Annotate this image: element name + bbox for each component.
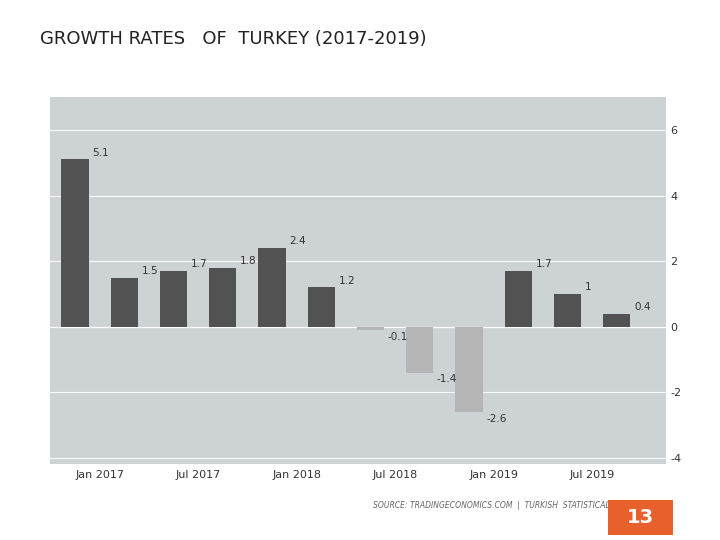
Text: 0.4: 0.4: [634, 302, 650, 312]
Bar: [456, 327, 482, 412]
Bar: [210, 268, 236, 327]
Text: SOURCE: TRADINGECONOMICS.COM  |  TURKISH  STATISTICAL  INSTITUTE: SOURCE: TRADINGECONOMICS.COM | TURKISH S…: [373, 501, 654, 510]
Bar: [307, 287, 335, 327]
Bar: [505, 271, 532, 327]
Text: -1.4: -1.4: [437, 374, 457, 384]
Text: 1.5: 1.5: [142, 266, 158, 276]
Text: 13: 13: [627, 508, 654, 526]
Bar: [160, 271, 187, 327]
Text: 5.1: 5.1: [92, 148, 109, 158]
Text: -2.6: -2.6: [486, 414, 507, 423]
Text: 1.8: 1.8: [240, 256, 256, 266]
Text: GROWTH RATES   OF  TURKEY (2017-2019): GROWTH RATES OF TURKEY (2017-2019): [40, 30, 426, 48]
Text: -0.1: -0.1: [388, 332, 408, 342]
Text: 1: 1: [585, 282, 591, 292]
Bar: [554, 294, 581, 327]
Text: 1.2: 1.2: [338, 276, 355, 286]
Bar: [603, 314, 630, 327]
Bar: [406, 327, 433, 373]
Bar: [258, 248, 286, 327]
Bar: [357, 327, 384, 330]
Text: 1.7: 1.7: [191, 259, 207, 269]
Bar: [111, 278, 138, 327]
Text: 2.4: 2.4: [289, 237, 306, 246]
Bar: [61, 159, 89, 327]
Text: 1.7: 1.7: [536, 259, 552, 269]
